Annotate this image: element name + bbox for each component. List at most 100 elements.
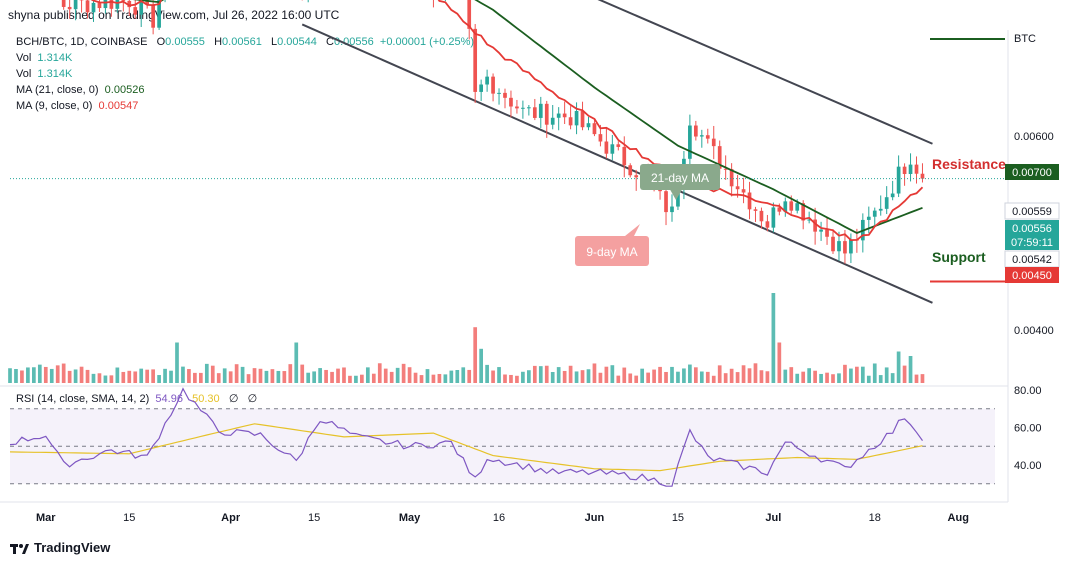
- volume-bar: [532, 365, 537, 383]
- volume-bar: [395, 367, 400, 383]
- volume-bar: [908, 356, 913, 383]
- volume-bar: [717, 365, 722, 383]
- volume-bar: [73, 369, 78, 383]
- volume-bar: [711, 375, 716, 383]
- volume-bar: [693, 367, 698, 383]
- candle-body: [497, 92, 501, 94]
- high-tag: 0.00559: [1004, 202, 1060, 220]
- candle-body: [85, 0, 90, 13]
- volume-bar: [204, 363, 209, 383]
- volume-bar: [14, 368, 18, 383]
- time-tick-label: Apr: [221, 512, 241, 524]
- candle-body: [91, 2, 96, 13]
- support-tag: 0.00450: [1005, 267, 1059, 283]
- rsi-line: [9, 387, 923, 487]
- volume-bar: [461, 367, 466, 383]
- volume-bar: [521, 371, 525, 383]
- candle-body: [759, 210, 764, 222]
- time-tick-label: 15: [672, 512, 684, 524]
- ma21-callout: 21-day MA: [640, 164, 720, 200]
- current-price-text: 0.00556: [1012, 223, 1052, 235]
- open-label: O: [156, 36, 166, 48]
- volume-bar: [354, 375, 358, 383]
- volume-bar: [234, 364, 239, 383]
- candle-body: [920, 173, 925, 179]
- volume-bar: [902, 365, 907, 383]
- volume-bar: [437, 373, 442, 383]
- volume-bar: [312, 371, 317, 383]
- volume-bar: [401, 363, 406, 383]
- candle-body: [568, 117, 573, 126]
- ma9-value: 0.00547: [98, 100, 139, 112]
- candle-body: [562, 113, 567, 118]
- candle-body: [503, 92, 507, 98]
- candle-body: [151, 4, 155, 28]
- candle-body: [622, 146, 627, 166]
- vol1-label[interactable]: Vol: [16, 52, 32, 64]
- volume-bar: [479, 348, 483, 383]
- volume-bar: [8, 368, 12, 383]
- candle-body: [693, 125, 698, 137]
- volume-bar: [222, 368, 227, 383]
- time-tick-label: Aug: [948, 512, 969, 524]
- volume-bar: [282, 371, 287, 383]
- footer-brand[interactable]: TradingView: [10, 540, 110, 555]
- candle-body: [670, 206, 674, 213]
- volume-bar: [20, 370, 24, 383]
- volume-bar: [705, 371, 710, 383]
- volume-bar: [753, 363, 758, 383]
- rsi-axis[interactable]: 40.00 60.00 80.00: [1014, 385, 1042, 472]
- volume-bar: [622, 367, 627, 383]
- volume-bar: [348, 375, 352, 383]
- candle-body: [884, 197, 889, 209]
- candle-body: [705, 135, 710, 139]
- volume-bar: [843, 364, 847, 383]
- volume-bar: [884, 367, 889, 383]
- volume-bar: [181, 366, 185, 383]
- volume-bar: [723, 373, 728, 383]
- volume-bar: [819, 373, 823, 383]
- volume-bar: [133, 371, 138, 383]
- volume-bar: [121, 371, 126, 383]
- candle-body: [73, 0, 78, 10]
- ma21-label[interactable]: MA (21, close, 0): [16, 84, 99, 96]
- rsi-label[interactable]: RSI (14, close, SMA, 14, 2): [16, 393, 150, 405]
- volume-bar: [849, 368, 853, 383]
- volume-bar: [771, 293, 776, 383]
- volume-bar: [610, 365, 615, 383]
- rsi-na-1: ∅: [228, 393, 239, 405]
- time-axis[interactable]: Mar 15 Apr 15 May 16 Jun 15 Jul 18 Aug: [36, 512, 969, 524]
- symbol-info[interactable]: BCH/BTC, 1D, COINBASE: [16, 36, 148, 48]
- candle-body: [753, 209, 758, 211]
- ma9-label[interactable]: MA (9, close, 0): [16, 100, 93, 112]
- volume-bar: [193, 372, 197, 383]
- volume-bar: [866, 375, 871, 383]
- volume-bar: [855, 366, 859, 383]
- ma21-line: [132, 0, 923, 234]
- candle-body: [121, 0, 126, 1]
- main-legend: BCH/BTC, 1D, COINBASE O0.00555 H0.00561 …: [16, 34, 474, 114]
- volume-bar: [419, 375, 424, 383]
- vol2-label[interactable]: Vol: [16, 68, 32, 80]
- candle-body: [729, 169, 734, 187]
- rsi-tick-label: 40.00: [1014, 460, 1042, 472]
- candle-body: [711, 138, 716, 147]
- time-tick-label: 15: [308, 512, 320, 524]
- volume-bar: [32, 367, 36, 383]
- volume-bar: [509, 374, 513, 383]
- countdown-text: 07:59:11: [1011, 237, 1053, 249]
- volume-bar: [497, 367, 501, 383]
- support-label: Support: [932, 249, 986, 265]
- volume-bar: [544, 365, 549, 383]
- volume-bar: [676, 371, 680, 383]
- candle-body: [634, 175, 639, 178]
- volume-bar: [365, 367, 370, 383]
- volume-bar: [634, 375, 639, 383]
- candle-body: [896, 166, 901, 194]
- time-tick-label: Mar: [36, 512, 56, 524]
- current-price-tag-box: [1005, 220, 1059, 250]
- candle-body: [777, 207, 782, 212]
- volume-bar: [276, 370, 281, 383]
- ma21-value: 0.00526: [104, 84, 145, 96]
